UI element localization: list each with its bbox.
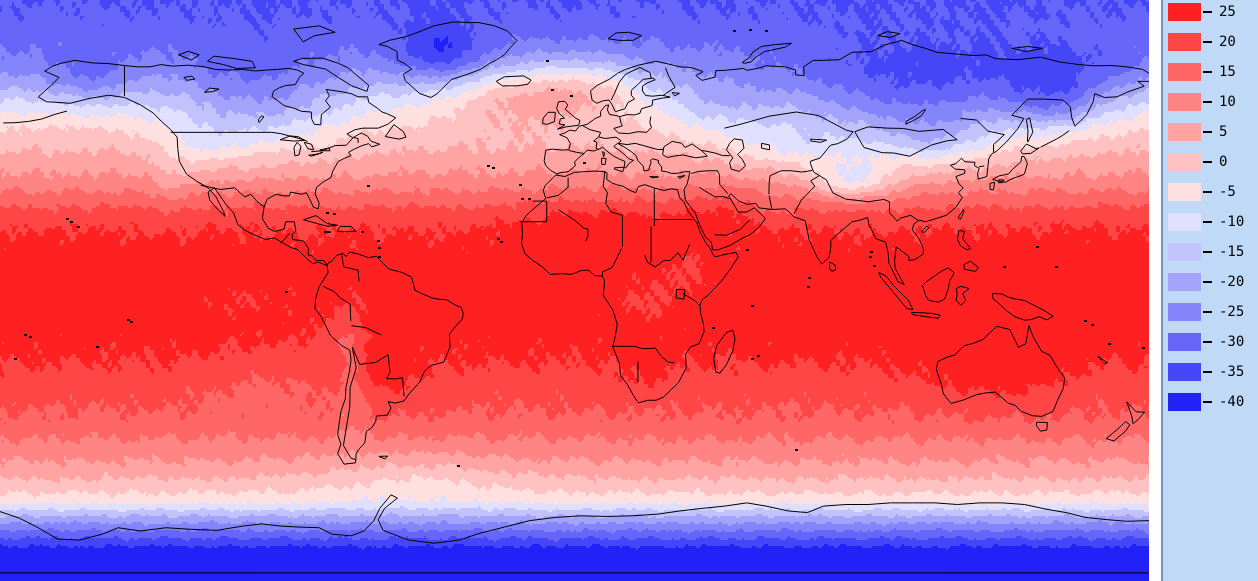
legend-tick-mark [1203, 371, 1212, 373]
legend-color-swatch [1168, 183, 1201, 201]
legend-color-swatch [1168, 273, 1201, 291]
legend-entry: 0 [1168, 153, 1227, 171]
legend-color-swatch [1168, 153, 1201, 171]
color-scale-legend: 25 20 15 10 5 0 -5 -10 -15 -20 -25 -30 -35 -40 [1161, 0, 1258, 581]
legend-value-label: -20 [1219, 274, 1245, 290]
legend-entry: -30 [1168, 333, 1244, 351]
legend-color-swatch [1168, 303, 1201, 321]
legend-entry: -10 [1168, 213, 1244, 231]
legend-value-label: 0 [1219, 154, 1228, 170]
legend-entry: 10 [1168, 93, 1236, 111]
legend-tick-mark [1203, 71, 1212, 73]
legend-tick-mark [1203, 281, 1212, 283]
legend-color-swatch [1168, 363, 1201, 381]
legend-color-swatch [1168, 213, 1201, 231]
legend-tick-mark [1203, 161, 1212, 163]
legend-tick-mark [1203, 401, 1212, 403]
world-temperature-contour-map [0, 0, 1149, 581]
legend-entry: -20 [1168, 273, 1244, 291]
legend-tick-mark [1203, 101, 1212, 103]
legend-color-swatch [1168, 33, 1201, 51]
legend-value-label: -40 [1219, 394, 1245, 410]
legend-tick-mark [1203, 311, 1212, 313]
legend-value-label: 15 [1219, 64, 1236, 80]
legend-value-label: 20 [1219, 34, 1236, 50]
legend-value-label: 10 [1219, 94, 1236, 110]
legend-tick-mark [1203, 41, 1212, 43]
legend-color-swatch [1168, 123, 1201, 141]
legend-color-swatch [1168, 63, 1201, 81]
legend-entry: -15 [1168, 243, 1244, 261]
legend-entry: -35 [1168, 363, 1244, 381]
legend-color-swatch [1168, 3, 1201, 21]
legend-entry: -25 [1168, 303, 1244, 321]
legend-color-swatch [1168, 333, 1201, 351]
legend-entry: -40 [1168, 393, 1244, 411]
legend-tick-mark [1203, 341, 1212, 343]
legend-value-label: -30 [1219, 334, 1245, 350]
legend-tick-mark [1203, 11, 1212, 13]
legend-tick-mark [1203, 191, 1212, 193]
legend-tick-mark [1203, 251, 1212, 253]
legend-entry: 25 [1168, 3, 1236, 21]
legend-value-label: -35 [1219, 364, 1245, 380]
legend-entry: 20 [1168, 33, 1236, 51]
legend-color-swatch [1168, 393, 1201, 411]
legend-entry: -5 [1168, 183, 1236, 201]
legend-value-label: -15 [1219, 244, 1245, 260]
legend-color-swatch [1168, 93, 1201, 111]
legend-value-label: -10 [1219, 214, 1245, 230]
legend-entry: 15 [1168, 63, 1236, 81]
legend-entry: 5 [1168, 123, 1227, 141]
legend-value-label: -25 [1219, 304, 1245, 320]
legend-value-label: 5 [1219, 124, 1228, 140]
legend-value-label: -5 [1219, 184, 1236, 200]
legend-color-swatch [1168, 243, 1201, 261]
legend-tick-mark [1203, 131, 1212, 133]
legend-tick-mark [1203, 221, 1212, 223]
legend-value-label: 25 [1219, 4, 1236, 20]
